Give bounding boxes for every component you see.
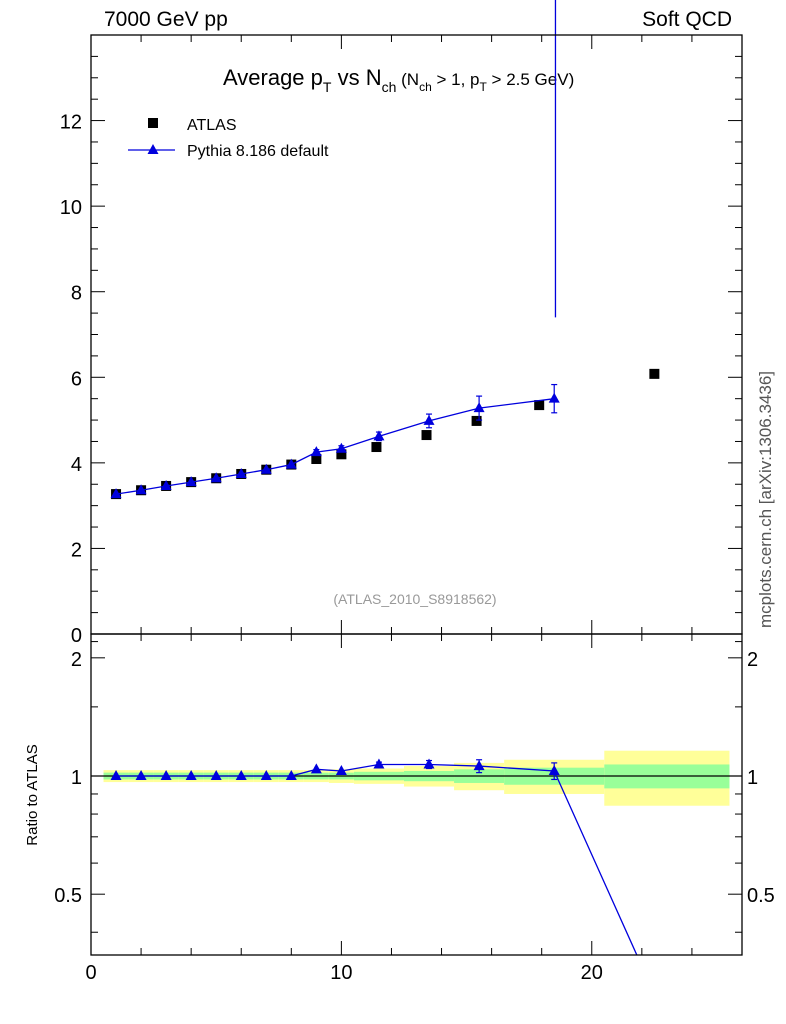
ratio-point [185, 770, 197, 781]
ratio-ytick-label-right: 0.5 [747, 885, 775, 907]
ratio-ytick-label: 1 [71, 767, 82, 789]
main-marks [110, 368, 660, 500]
ratio-xtick-label: 10 [330, 962, 352, 984]
main-axes: 0 2 4 6 8 10 12 [60, 35, 743, 647]
svg-text:Average pT vs Nch (Nch > 1, pT: Average pT vs Nch (Nch > 1, pT > 2.5 GeV… [223, 65, 574, 95]
ratio-ytick-label: 0.5 [54, 885, 82, 907]
pythia-point [548, 392, 560, 403]
ratio-ytick-label-right: 2 [747, 649, 758, 671]
legend-atlas-label: ATLAS [187, 117, 237, 134]
ratio-point [423, 758, 435, 769]
ratio-frame [90, 633, 743, 956]
pythia-point [373, 430, 385, 441]
pythia-point [335, 442, 347, 453]
atlas-point [471, 415, 482, 426]
ratio-point [548, 764, 560, 775]
pythia-point [185, 476, 197, 487]
ratio-axes: 0.5 0.51 12 20 10 20 [54, 634, 775, 984]
analysis-watermark: (ATLAS_2010_S8918562) [333, 591, 496, 607]
ratio-ylabel: Ratio to ATLAS [24, 744, 41, 845]
legend-pythia-marker [147, 144, 159, 154]
pythia-point [285, 458, 297, 469]
atlas-point [649, 368, 660, 379]
pythia-point [310, 446, 322, 457]
pythia-point [235, 467, 247, 478]
ratio-marks [110, 758, 638, 955]
ratio-ytick-label-right: 1 [747, 767, 758, 789]
main-ytick-label: 0 [71, 625, 82, 647]
legend-pythia-label: Pythia 8.186 default [187, 143, 329, 160]
pythia-point [110, 488, 122, 499]
main-ytick-label: 10 [60, 197, 82, 219]
ratio-xtick-label: 0 [85, 962, 96, 984]
pythia-line [115, 398, 555, 495]
ratio-ytick-label: 2 [71, 649, 82, 671]
legend-atlas-marker [148, 118, 158, 128]
pythia-point [135, 484, 147, 495]
atlas-point [371, 442, 382, 453]
main-title: Average pT vs Nch (Nch > 1, pT > 2.5 GeV… [223, 65, 574, 95]
ratio-point [210, 770, 222, 781]
ratio-point [160, 770, 172, 781]
legend: ATLAS Pythia 8.186 default [128, 117, 329, 160]
pythia-point [260, 463, 272, 474]
atlas-point [311, 454, 322, 465]
main-ytick-label: 8 [71, 283, 82, 305]
ratio-point [335, 764, 347, 775]
main-ytick-label: 12 [60, 112, 82, 134]
pythia-point [423, 414, 435, 425]
main-ytick-label: 4 [71, 454, 82, 476]
ratio-point [473, 760, 485, 771]
ratio-point [373, 758, 385, 769]
atlas-point [336, 449, 347, 460]
ratio-point [235, 770, 247, 781]
atlas-point [421, 430, 432, 441]
pythia-point [210, 472, 222, 483]
pythia-point [473, 402, 485, 413]
ratio-point [260, 770, 272, 781]
pythia-point [160, 479, 172, 490]
ratio-point [135, 770, 147, 781]
header-right-label: Soft QCD [642, 8, 732, 31]
main-ytick-label: 2 [71, 539, 82, 561]
ratio-point [285, 770, 297, 781]
ratio-point [310, 763, 322, 774]
ratio-point [110, 770, 122, 781]
header-left-label: 7000 GeV pp [104, 8, 228, 31]
ratio-xtick-label: 20 [581, 962, 603, 984]
atlas-point [534, 400, 545, 411]
main-ytick-label: 6 [71, 368, 82, 390]
